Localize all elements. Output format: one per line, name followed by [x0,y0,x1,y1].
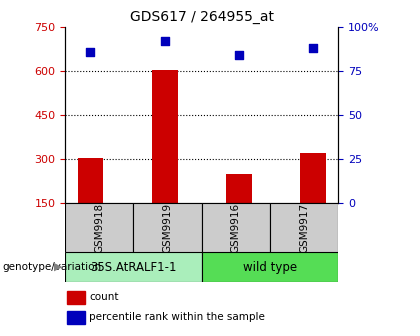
Bar [202,203,270,252]
Bar [300,153,326,203]
Point [161,38,168,44]
Text: count: count [89,292,119,302]
Bar [202,252,338,282]
Text: GSM9919: GSM9919 [163,203,173,253]
Text: ▶: ▶ [54,262,62,272]
Text: wild type: wild type [243,261,297,274]
Bar [270,203,338,252]
Bar [78,158,103,203]
Bar [67,291,84,304]
Point [310,45,316,51]
Bar [65,252,202,282]
Text: percentile rank within the sample: percentile rank within the sample [89,312,265,323]
Bar [65,203,134,252]
Text: GSM9917: GSM9917 [299,203,309,253]
Bar [134,203,202,252]
Title: GDS617 / 264955_at: GDS617 / 264955_at [130,10,273,25]
Point [87,49,94,54]
Bar [152,70,178,203]
Text: GSM9916: GSM9916 [231,203,241,253]
Point [235,52,242,58]
Text: GSM9918: GSM9918 [94,203,104,253]
Bar [67,311,84,324]
Bar [226,174,252,203]
Text: 35S.AtRALF1-1: 35S.AtRALF1-1 [90,261,176,274]
Text: genotype/variation: genotype/variation [2,262,101,272]
